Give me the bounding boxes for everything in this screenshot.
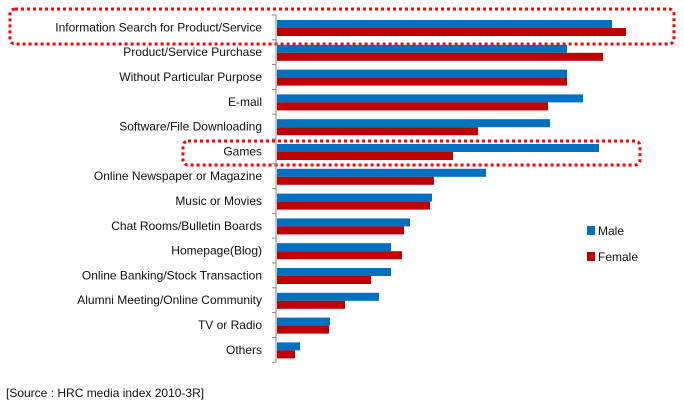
bar-female [277, 176, 434, 185]
bar-male [277, 69, 567, 78]
bar-male [277, 44, 567, 53]
category-label: Information Search for Product/Service [55, 20, 262, 34]
bar-female [277, 300, 345, 309]
bar-female [277, 325, 329, 334]
category-label: Chat Rooms/Bulletin Boards [111, 219, 262, 233]
bar-female [277, 102, 548, 111]
legend-label-female: Female [598, 250, 638, 264]
category-label: Music or Movies [175, 194, 262, 208]
category-label: Without Particular Purpose [119, 70, 262, 84]
bar-female [277, 201, 430, 210]
bar-male [277, 342, 300, 351]
bar-female [277, 28, 626, 36]
bar-male [277, 243, 391, 252]
category-label: TV or Radio [198, 318, 262, 332]
bar-female [277, 52, 603, 61]
bar-female [277, 77, 567, 86]
bar-male [277, 317, 330, 326]
bar-male [277, 168, 486, 177]
category-label: Software/File Downloading [119, 120, 262, 134]
legend-label-male: Male [598, 224, 624, 238]
bar-female [277, 251, 402, 260]
bar-male [277, 218, 410, 227]
category-label: Alumni Meeting/Online Community [77, 293, 262, 307]
bar-female [277, 350, 295, 359]
bar-male [277, 94, 583, 103]
category-label: Product/Service Purchase [123, 45, 262, 59]
bar-female [277, 152, 453, 160]
bar-female [277, 276, 371, 284]
highlight-box [181, 139, 642, 167]
bar-male [277, 20, 612, 28]
highlight-box [8, 7, 676, 46]
bar-male [277, 193, 432, 202]
bar-male [277, 268, 391, 276]
bar-male [277, 292, 379, 301]
bar-female [277, 226, 404, 235]
legend-swatch-male [587, 226, 595, 235]
category-label: E-mail [228, 95, 262, 109]
category-label: Games [223, 144, 262, 158]
legend-swatch-female [587, 252, 595, 261]
bar-female [277, 127, 478, 136]
category-label: Online Banking/Stock Transaction [82, 268, 262, 282]
category-label: Online Newspaper or Magazine [94, 169, 262, 183]
category-label: Others [226, 343, 262, 357]
bar-male [277, 144, 599, 152]
category-label: Homepage(Blog) [171, 244, 262, 258]
bar-male [277, 119, 550, 128]
source-note: [Source : HRC media index 2010-3R] [6, 386, 205, 400]
